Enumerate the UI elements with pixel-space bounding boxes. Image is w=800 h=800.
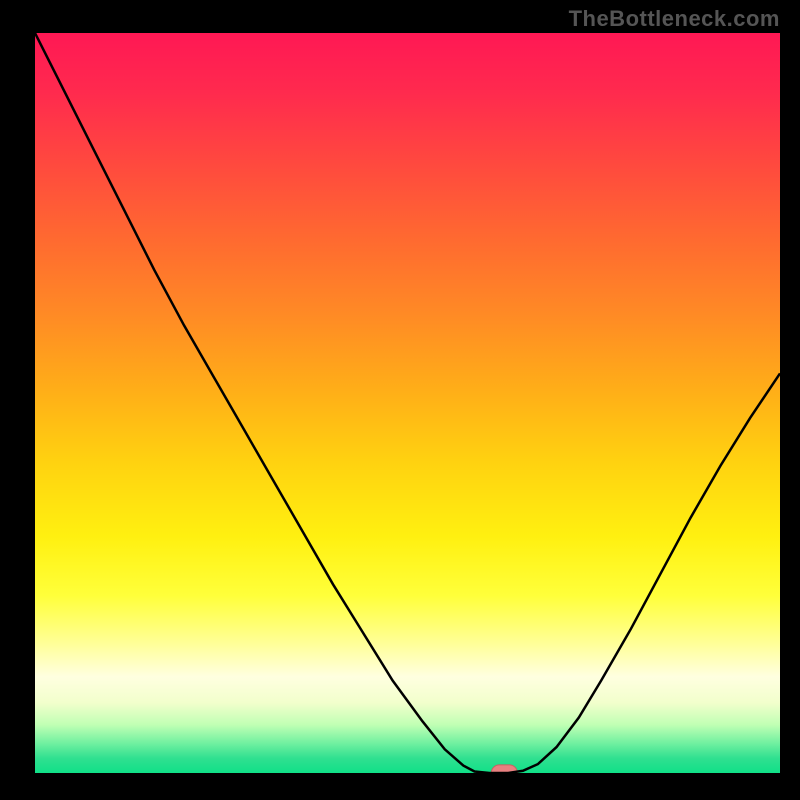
gradient-rect (35, 33, 780, 773)
gradient-background (35, 33, 780, 773)
watermark-text: TheBottleneck.com (569, 6, 780, 32)
plot-area (35, 33, 780, 773)
chart-container: TheBottleneck.com (0, 0, 800, 800)
